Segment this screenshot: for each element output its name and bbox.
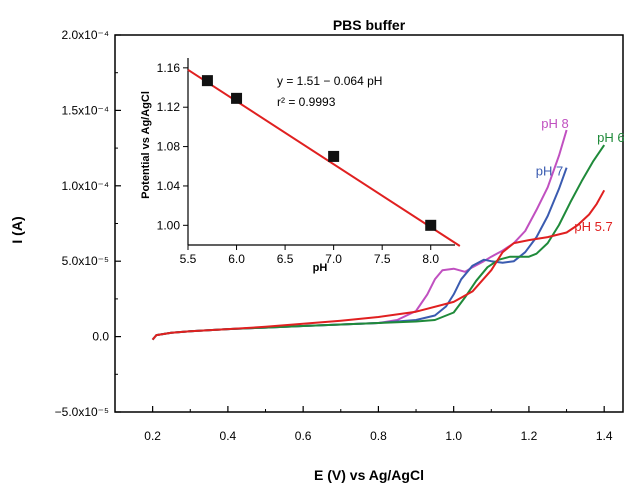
x-tick-label: 0.8 — [370, 429, 387, 443]
data-point — [201, 75, 213, 87]
x-tick-label: 0.6 — [295, 429, 312, 443]
inset-y-tick-label: 1.16 — [157, 61, 181, 75]
inset-x-tick-label: 7.0 — [325, 252, 342, 266]
x-tick-label: 1.0 — [445, 429, 462, 443]
y-axis-label: I (A) — [9, 216, 25, 243]
inset-x-tick-label: 6.0 — [228, 252, 245, 266]
fit-r-squared: r² = 0.9993 — [277, 95, 336, 109]
y-tick-label: −5.0x10⁻⁵ — [55, 405, 109, 419]
inset-data-points — [201, 75, 437, 231]
x-axis-label: E (V) vs Ag/AgCl — [314, 467, 424, 483]
main-x-axis: 0.2 0.4 0.6 0.8 1.0 1.2 1.4 — [114, 406, 613, 443]
fit-equation: y = 1.51 − 0.064 pH — [277, 74, 382, 88]
data-point — [231, 92, 243, 104]
label-ph-6: pH 6 — [597, 130, 624, 145]
inset-y-tick-label: 1.08 — [157, 140, 181, 154]
y-tick-label: 0.0 — [92, 330, 109, 344]
y-tick-label: 1.5x10⁻⁴ — [61, 103, 109, 117]
inset-x-axis: 5.5 6.0 6.5 7.0 7.5 8.0 — [180, 245, 439, 266]
inset-y-axis-label: Potential vs Ag/AgCl — [140, 91, 152, 199]
x-tick-label: 0.4 — [220, 429, 237, 443]
main-y-axis: −5.0x10⁻⁵ 0.0 5.0x10⁻⁵ 1.0x10⁻⁴ 1.5x10⁻⁴ 2.0x… — [55, 28, 121, 419]
inset-y-tick-label: 1.12 — [157, 100, 181, 114]
inset-x-tick-label: 5.5 — [180, 252, 197, 266]
curve-labels: pH 8 pH 7 pH 6 pH 5.7 — [536, 116, 625, 234]
inset-x-tick-label: 8.0 — [422, 252, 439, 266]
inset-y-tick-label: 1.00 — [157, 218, 181, 232]
label-ph-7: pH 7 — [536, 163, 563, 178]
chart-title: PBS buffer — [333, 17, 406, 33]
label-ph-8: pH 8 — [541, 116, 568, 131]
x-tick-label: 1.4 — [596, 429, 613, 443]
y-tick-label: 1.0x10⁻⁴ — [61, 179, 109, 193]
x-tick-label: 0.2 — [144, 429, 161, 443]
inset-plot: 1.001.041.081.121.16 5.5 6.0 6.5 7.0 7.5 8.0 … — [140, 55, 461, 274]
inset-y-axis: 1.00 1.04 1.08 1.12 1.16 — [157, 61, 188, 232]
label-ph-5.7: pH 5.7 — [574, 219, 612, 234]
inset-x-tick-label: 7.5 — [374, 252, 391, 266]
cv-curves — [151, 129, 606, 341]
y-tick-label: 2.0x10⁻⁴ — [61, 28, 109, 42]
data-point — [425, 219, 437, 231]
y-tick-label: 5.0x10⁻⁵ — [62, 254, 109, 268]
x-tick-label: 1.2 — [521, 429, 538, 443]
series-ph-5.7 — [151, 189, 606, 341]
inset-x-axis-label: pH — [313, 262, 328, 274]
inset-y-tick-label: 1.04 — [157, 179, 181, 193]
data-point — [328, 150, 340, 162]
inset-x-tick-label: 6.5 — [277, 252, 294, 266]
